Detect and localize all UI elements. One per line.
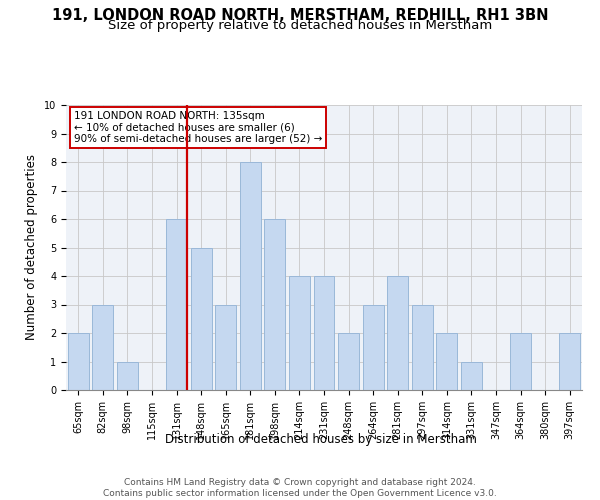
Bar (559, 333, 580, 390)
Bar (117, 362, 138, 390)
Bar (436, 333, 457, 390)
Bar (215, 304, 236, 390)
Bar (362, 304, 383, 390)
Bar (510, 333, 531, 390)
Text: 191, LONDON ROAD NORTH, MERSTHAM, REDHILL, RH1 3BN: 191, LONDON ROAD NORTH, MERSTHAM, REDHIL… (52, 8, 548, 22)
Bar (240, 162, 261, 390)
Bar (191, 248, 212, 390)
Y-axis label: Number of detached properties: Number of detached properties (25, 154, 38, 340)
Bar (387, 276, 408, 390)
Text: 191 LONDON ROAD NORTH: 135sqm
← 10% of detached houses are smaller (6)
90% of se: 191 LONDON ROAD NORTH: 135sqm ← 10% of d… (74, 110, 322, 144)
Bar (314, 276, 334, 390)
Bar (166, 219, 187, 390)
Bar (92, 304, 113, 390)
Bar (461, 362, 482, 390)
Bar (289, 276, 310, 390)
Bar (68, 333, 89, 390)
Text: Size of property relative to detached houses in Merstham: Size of property relative to detached ho… (108, 19, 492, 32)
Bar (412, 304, 433, 390)
Text: Distribution of detached houses by size in Merstham: Distribution of detached houses by size … (165, 432, 477, 446)
Bar (265, 219, 286, 390)
Text: Contains HM Land Registry data © Crown copyright and database right 2024.
Contai: Contains HM Land Registry data © Crown c… (103, 478, 497, 498)
Bar (338, 333, 359, 390)
